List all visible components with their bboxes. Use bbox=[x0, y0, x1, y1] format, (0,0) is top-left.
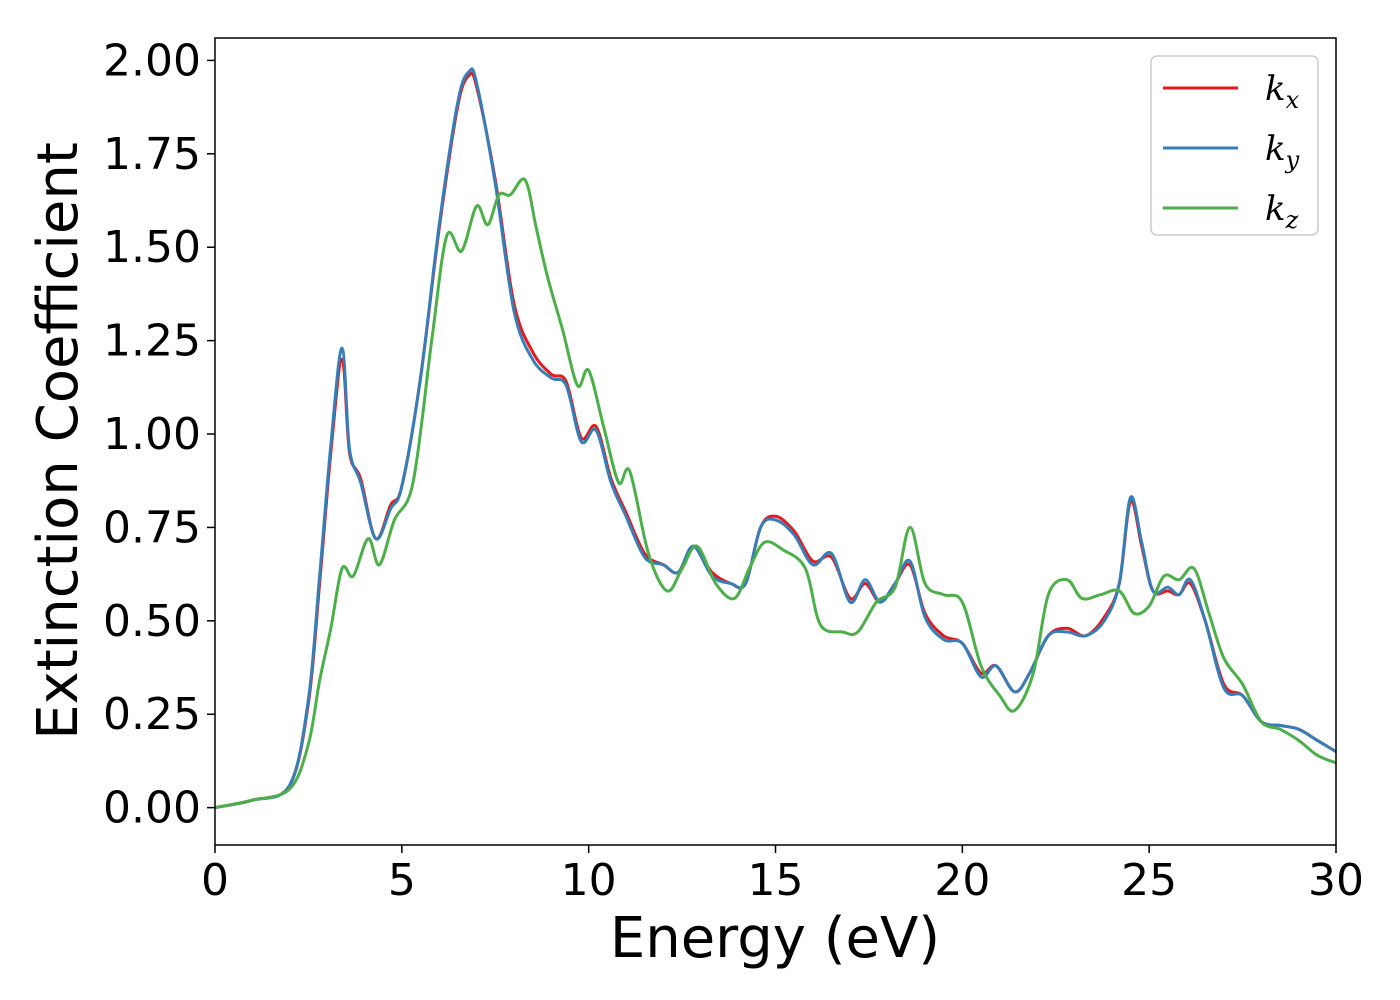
x-tick-label: 5 bbox=[388, 855, 416, 906]
y-tick-label: 0.75 bbox=[103, 502, 201, 553]
y-tick-label: 0.00 bbox=[103, 783, 201, 834]
x-tick-label: 10 bbox=[561, 855, 617, 906]
y-tick-label: 1.50 bbox=[103, 222, 201, 273]
y-axis-label: Extinction Coefficient bbox=[26, 142, 91, 740]
plot-area bbox=[215, 38, 1336, 845]
x-axis-label: Energy (eV) bbox=[610, 906, 940, 971]
x-tick-label: 30 bbox=[1308, 855, 1364, 906]
y-axis: 0.00 0.25 0.50 0.75 1.00 1.25 1.50 1.75 2.00 bbox=[103, 35, 215, 834]
x-tick-label: 15 bbox=[748, 855, 804, 906]
x-axis: 0 5 10 15 20 25 30 bbox=[201, 845, 1364, 906]
series-line-z bbox=[214, 177, 1337, 810]
y-tick-label: 0.25 bbox=[103, 689, 201, 740]
series-layer bbox=[214, 67, 1337, 810]
x-tick-label: 25 bbox=[1121, 855, 1177, 906]
y-tick-label: 2.00 bbox=[103, 35, 201, 86]
x-tick-label: 20 bbox=[934, 855, 990, 906]
y-tick-label: 1.75 bbox=[103, 129, 201, 180]
x-tick-label: 0 bbox=[201, 855, 229, 906]
legend-label-y: ky bbox=[1265, 129, 1300, 174]
y-tick-label: 0.50 bbox=[103, 596, 201, 647]
y-tick-label: 1.00 bbox=[103, 409, 201, 460]
y-tick-label: 1.25 bbox=[103, 316, 201, 367]
legend-box bbox=[1150, 55, 1319, 236]
